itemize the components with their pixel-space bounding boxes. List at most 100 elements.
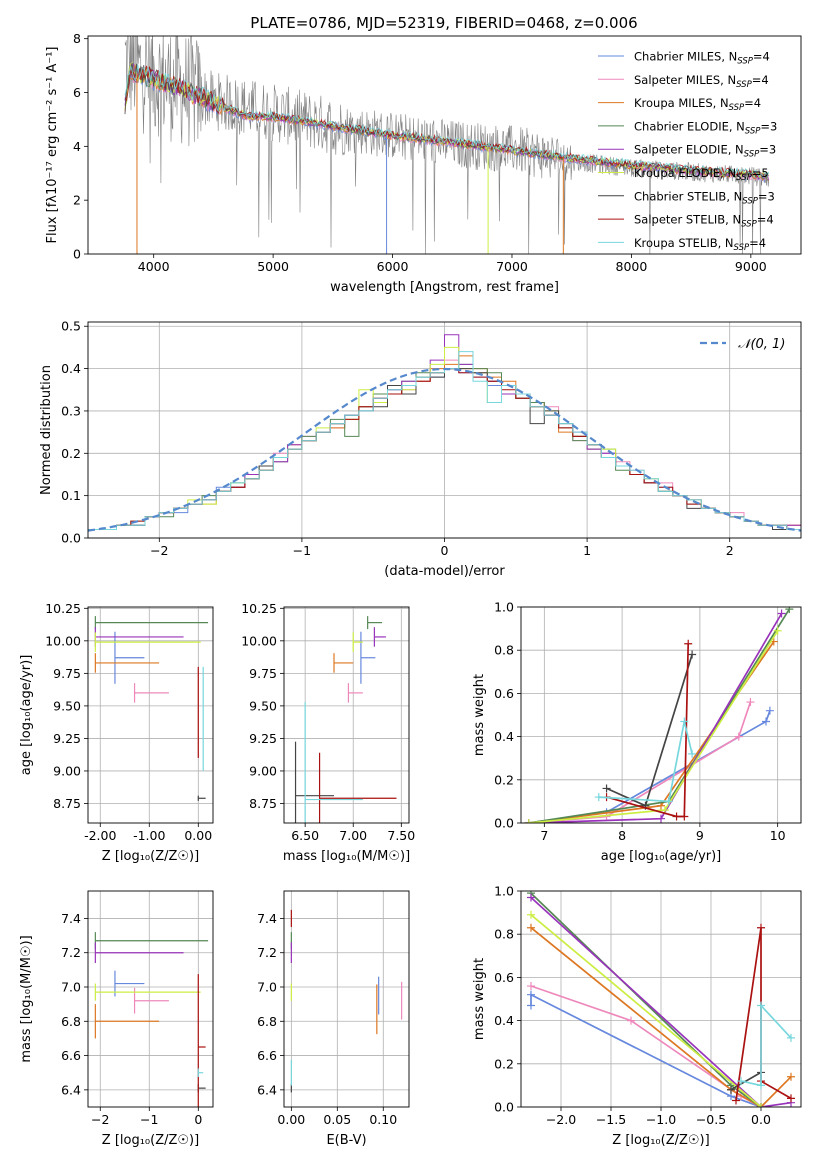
legend-label: Chabrier ELODIE, NSSP=3 — [634, 119, 777, 136]
axes-frame — [87, 321, 802, 539]
weight-marker — [524, 819, 533, 823]
normal-curve — [88, 367, 801, 532]
observed-spectrum — [124, 36, 770, 254]
weight-marker — [762, 717, 770, 726]
axes-frame — [520, 890, 802, 1108]
y-tick-label: 7.2 — [257, 945, 277, 960]
mass-vs-extinction-panel: 0.00 0.05 0.10 6.4 6.6 6.8 7.0 7.2 7.4 E(B-V) — [257, 890, 410, 1148]
weight-marker — [527, 982, 535, 991]
weight-marker — [594, 793, 603, 802]
y-tick-label: 10.25 — [241, 601, 277, 616]
weight-marker — [684, 639, 693, 648]
x-tick-label: 5000 — [257, 259, 289, 274]
residuals-panel: −2 −1 0 1 2 0.0 0.1 0.2 0.3 0.4 0.5 (data-model)/er… — [39, 319, 802, 579]
legend-suffix: =3 — [759, 143, 776, 157]
y-tick-label: 6.8 — [257, 1014, 277, 1029]
y-tick-label: 0.6 — [494, 686, 514, 701]
weight-line — [528, 630, 779, 823]
legend-label: Salpeter ELODIE, NSSP=3 — [634, 143, 776, 160]
legend-subscript: SSP — [734, 243, 750, 253]
legend-subscript: SSP — [745, 126, 761, 136]
y-tick-label: 0.8 — [494, 927, 514, 942]
plot-area — [290, 909, 403, 1093]
weight-marker — [732, 1096, 740, 1105]
x-tick-label: 8 — [618, 828, 626, 843]
weight-marker — [777, 609, 786, 618]
legend-subscript: SSP — [736, 80, 752, 90]
y-tick-label: 1.0 — [494, 600, 514, 615]
y-tick-label: 0.1 — [61, 488, 81, 503]
plot-area — [524, 607, 794, 823]
x-tick-label: −2.0 — [546, 1112, 576, 1127]
weight-line — [528, 608, 791, 823]
plot-area — [94, 616, 209, 801]
y-tick-label: 10.25 — [45, 601, 81, 616]
legend-label: Kroupa STELIB, NSSP=4 — [634, 236, 766, 253]
figure-title: PLATE=0786, MJD=52319, FIBERID=0468, z=0… — [250, 14, 637, 32]
weight-marker — [680, 717, 689, 726]
legend-suffix: =4 — [757, 213, 774, 227]
weight-line — [530, 914, 762, 1107]
weight-vs-age-panel: 7 8 9 10 0.0 0.2 0.4 0.6 0.8 1.0 age [log₁₀(age/yr… — [472, 600, 802, 864]
y-tick-label: 8.75 — [53, 796, 81, 811]
x-axis-label: (data-model)/error — [384, 564, 505, 579]
weight-marker — [746, 698, 755, 707]
weight-marker — [787, 1072, 795, 1081]
x-tick-label: 0.00 — [184, 828, 212, 843]
y-tick-label: 6.6 — [257, 1048, 277, 1063]
weight-line — [528, 701, 752, 823]
y-tick-label: 7.2 — [61, 945, 81, 960]
y-tick-label: 0 — [73, 247, 81, 262]
weight-marker — [757, 1081, 765, 1090]
y-tick-label: 0.2 — [61, 446, 81, 461]
x-tick-label: 0.05 — [323, 1112, 351, 1127]
weight-marker — [737, 1077, 745, 1086]
legend-suffix: =4 — [744, 96, 761, 110]
x-axis-label: Z [log₁₀(Z/Z☉)] — [612, 1133, 709, 1148]
weight-marker — [734, 732, 743, 741]
y-tick-label: 9.00 — [53, 763, 81, 778]
y-tick-label: 2 — [73, 193, 81, 208]
legend-label: Kroupa ELODIE, NSSP=5 — [634, 166, 769, 183]
legend-label: Kroupa MILES, NSSP=4 — [634, 96, 761, 113]
x-tick-label: 9000 — [735, 259, 767, 274]
x-tick-label: −2 — [150, 543, 168, 558]
x-tick-label: 8000 — [616, 259, 648, 274]
y-tick-label: 0.5 — [61, 319, 81, 334]
y-tick-label: 9.50 — [249, 698, 277, 713]
weight-marker — [627, 1016, 635, 1025]
y-tick-label: 9.25 — [53, 731, 81, 746]
y-tick-label: 1.0 — [494, 884, 514, 899]
mass-vs-metallicity-panel: −2 −1 0 6.4 6.6 6.8 7.0 7.2 7.4 Z [log₁₀(Z/Z☉)] ma… — [19, 890, 214, 1148]
y-axis-label: mass weight — [472, 674, 487, 756]
x-tick-label: 0 — [441, 543, 449, 558]
x-tick-label: 7.50 — [387, 828, 415, 843]
x-tick-label: −1 — [140, 1112, 158, 1127]
weight-marker — [757, 1103, 765, 1107]
y-tick-label: 0.0 — [494, 816, 514, 831]
age-vs-mass-panel: 6.50 7.00 7.50 8.75 9.00 9.25 9.50 9.75 10.00 10.… — [241, 601, 415, 864]
weight-marker — [664, 797, 673, 806]
x-tick-label: 7000 — [496, 259, 528, 274]
spectrum-panel: 4000 5000 6000 7000 8000 9000 0 2 4 6 8 wavelength … — [45, 31, 802, 295]
legend-suffix: =4 — [752, 73, 769, 87]
y-tick-label: 7.4 — [257, 911, 277, 926]
legend-suffix: =4 — [749, 236, 766, 250]
x-axis-label: E(B-V) — [326, 1133, 366, 1148]
weight-line — [528, 613, 783, 823]
y-tick-label: 6.6 — [61, 1048, 81, 1063]
x-tick-label: −1.0 — [646, 1112, 676, 1127]
legend-subscript: SSP — [729, 103, 745, 113]
weight-marker — [787, 1033, 795, 1042]
y-tick-label: 4 — [73, 139, 81, 154]
weight-line — [730, 1071, 762, 1091]
weight-marker — [602, 784, 611, 793]
weight-line — [740, 1003, 792, 1087]
y-axis-label: mass weight — [472, 958, 487, 1040]
x-tick-label: 6.50 — [291, 828, 319, 843]
weight-marker — [527, 923, 535, 932]
weight-line — [530, 896, 792, 1107]
weight-line — [598, 721, 693, 803]
model-spectrum — [124, 64, 769, 179]
y-tick-label: 0.8 — [494, 643, 514, 658]
